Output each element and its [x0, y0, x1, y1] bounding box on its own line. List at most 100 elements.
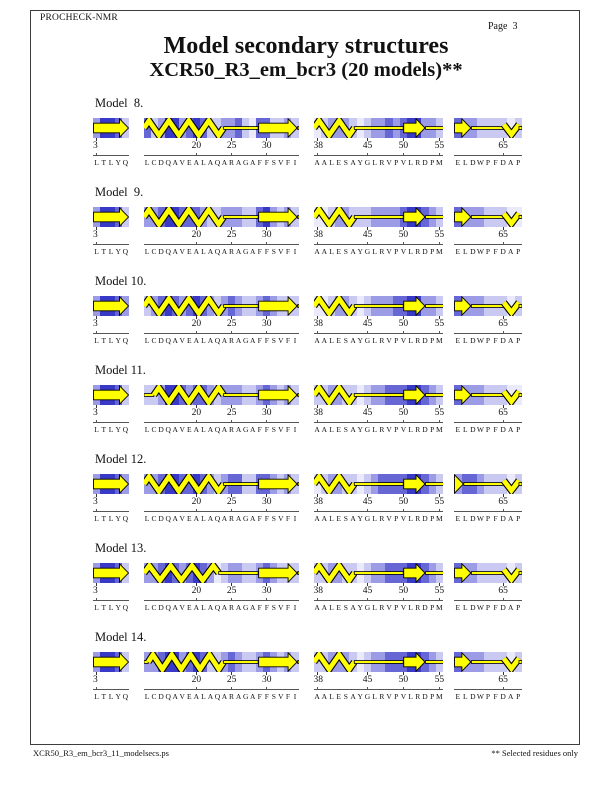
residue-tick-mark	[316, 316, 318, 319]
coil-line	[222, 660, 259, 664]
strand-arrow	[93, 652, 129, 672]
sequence-letter: V	[400, 424, 407, 434]
sequence-letter: A	[235, 157, 242, 167]
ruler-tick-mark	[231, 152, 233, 155]
residue-number-label: 45	[362, 141, 373, 151]
sequence-ruler-line	[454, 333, 522, 334]
coil-line	[470, 393, 505, 397]
sequence-letter: V	[179, 424, 185, 434]
residue-tick-mark	[366, 583, 368, 586]
residue-number-label: 50	[398, 586, 409, 596]
ruler-tick-mark	[438, 152, 440, 155]
sequence-letter: D	[422, 424, 428, 434]
residue-tick-mark	[438, 583, 440, 586]
residue-tick-mark	[402, 138, 404, 141]
sequence-ruler-line	[93, 511, 129, 512]
residue-number-label: 25	[226, 675, 237, 685]
ruler-tick-mark	[231, 597, 233, 600]
strand-arrow	[454, 474, 464, 494]
residue-tick-mark	[266, 405, 268, 408]
sequence-ruler-line	[313, 333, 443, 334]
residue-number-label: 30	[262, 497, 272, 507]
sequence-letter: L	[108, 602, 114, 612]
sequence-letter: L	[94, 335, 99, 345]
residue-cell	[213, 118, 222, 138]
ss-segment: 20 25 30 L C D Q A V E A L A Q A R A G A F F S V F I	[143, 296, 299, 346]
strand-arrow	[454, 207, 472, 227]
sequence-letter: E	[455, 157, 461, 167]
ruler-tick-mark	[438, 597, 440, 600]
sequence-letter: Q	[122, 246, 129, 256]
sequence-ruler-line	[313, 600, 443, 601]
sequence-ruler-line	[454, 422, 522, 423]
sequence-letter: L	[463, 691, 468, 701]
helix-ribbon	[313, 207, 356, 227]
sequence-letter: F	[285, 513, 291, 523]
sequence-letter: Q	[122, 424, 129, 434]
coil-line	[353, 304, 404, 308]
model-label: Model 11.	[95, 363, 146, 377]
residue-number-label: 50	[398, 319, 409, 329]
sequence-letter: P	[430, 335, 435, 345]
residue-number-label: 38	[313, 408, 324, 418]
ruler-tick-mark	[366, 152, 368, 155]
sequence-letter: T	[101, 157, 107, 167]
helix-turn-ribbon	[501, 657, 521, 672]
sequence-letter: L	[408, 157, 413, 167]
sequence-letter: L	[408, 513, 413, 523]
ruler-tick-mark	[96, 152, 98, 155]
sequence-letter: R	[379, 335, 385, 345]
sequence-letter: V	[386, 424, 392, 434]
sequence-letter: A	[350, 246, 356, 256]
ruler-tick-mark	[195, 597, 197, 600]
residue-number-label: 65	[498, 141, 508, 151]
sequence-letter: L	[463, 424, 468, 434]
sequence-letter: F	[264, 335, 269, 345]
secondary-structure-svg	[313, 652, 443, 672]
sequence-letter: F	[257, 335, 262, 345]
ss-segment: 65 E L D W P F D A P	[454, 207, 523, 257]
strand-arrow	[257, 652, 298, 672]
secondary-structure-svg	[454, 474, 522, 494]
residue-number-label: 30	[262, 230, 272, 240]
residue-tick-mark	[195, 672, 197, 675]
sequence-letter: A	[507, 335, 514, 345]
model-label: Model 8.	[95, 96, 144, 110]
sequence-letter: Q	[165, 157, 171, 167]
strand-arrow	[402, 474, 426, 494]
sequence-letter: A	[193, 513, 200, 523]
model-row: Model 8. 3 L T L Y Q 20 25 30 L C D Q A V E A L A Q A R A G A F F S V…	[0, 96, 612, 185]
sequence-letter: V	[179, 602, 185, 612]
sequence-letter: W	[476, 246, 484, 256]
residue-tick-mark	[231, 583, 233, 586]
coil-line	[353, 126, 404, 130]
sequence-letter: A	[314, 602, 320, 612]
residue-number-label: 3	[93, 408, 98, 418]
sequence-letter: T	[101, 513, 107, 523]
footer-filename: XCR50_R3_em_bcr3_11_modelsecs.ps	[33, 748, 169, 758]
strand-arrow	[402, 207, 426, 227]
sequence-letter: C	[151, 157, 157, 167]
page-border	[30, 10, 580, 745]
helix-ribbon	[313, 118, 356, 138]
ruler-tick-mark	[502, 686, 504, 689]
sequence-letter: A	[172, 691, 178, 701]
sequence-letter: G	[364, 335, 371, 345]
sequence-letter: Q	[214, 335, 221, 345]
sequence-letter: L	[144, 157, 150, 167]
sequence-ruler-line	[93, 244, 129, 245]
sequence-ruler-line	[454, 244, 522, 245]
sequence-letter: E	[186, 424, 192, 434]
sequence-letter: F	[493, 691, 498, 701]
model-row: Model 12. 3 L T L Y Q 20 25 30 L C D Q A V E A L A Q A R A G A F F S…	[0, 452, 612, 541]
ruler-tick-mark	[266, 686, 268, 689]
ss-segment: 38 45 50 55 A A L E S A Y G L R V P V L R D P M	[313, 652, 444, 702]
sequence-letter: A	[193, 424, 200, 434]
secondary-structure-svg	[143, 207, 299, 227]
sequence-letter: L	[144, 424, 150, 434]
residue-cell	[213, 385, 222, 405]
sequence-letter: S	[343, 335, 348, 345]
ruler-tick-mark	[316, 597, 318, 600]
helix-ribbon	[143, 563, 221, 583]
sequence-letter: P	[485, 157, 491, 167]
